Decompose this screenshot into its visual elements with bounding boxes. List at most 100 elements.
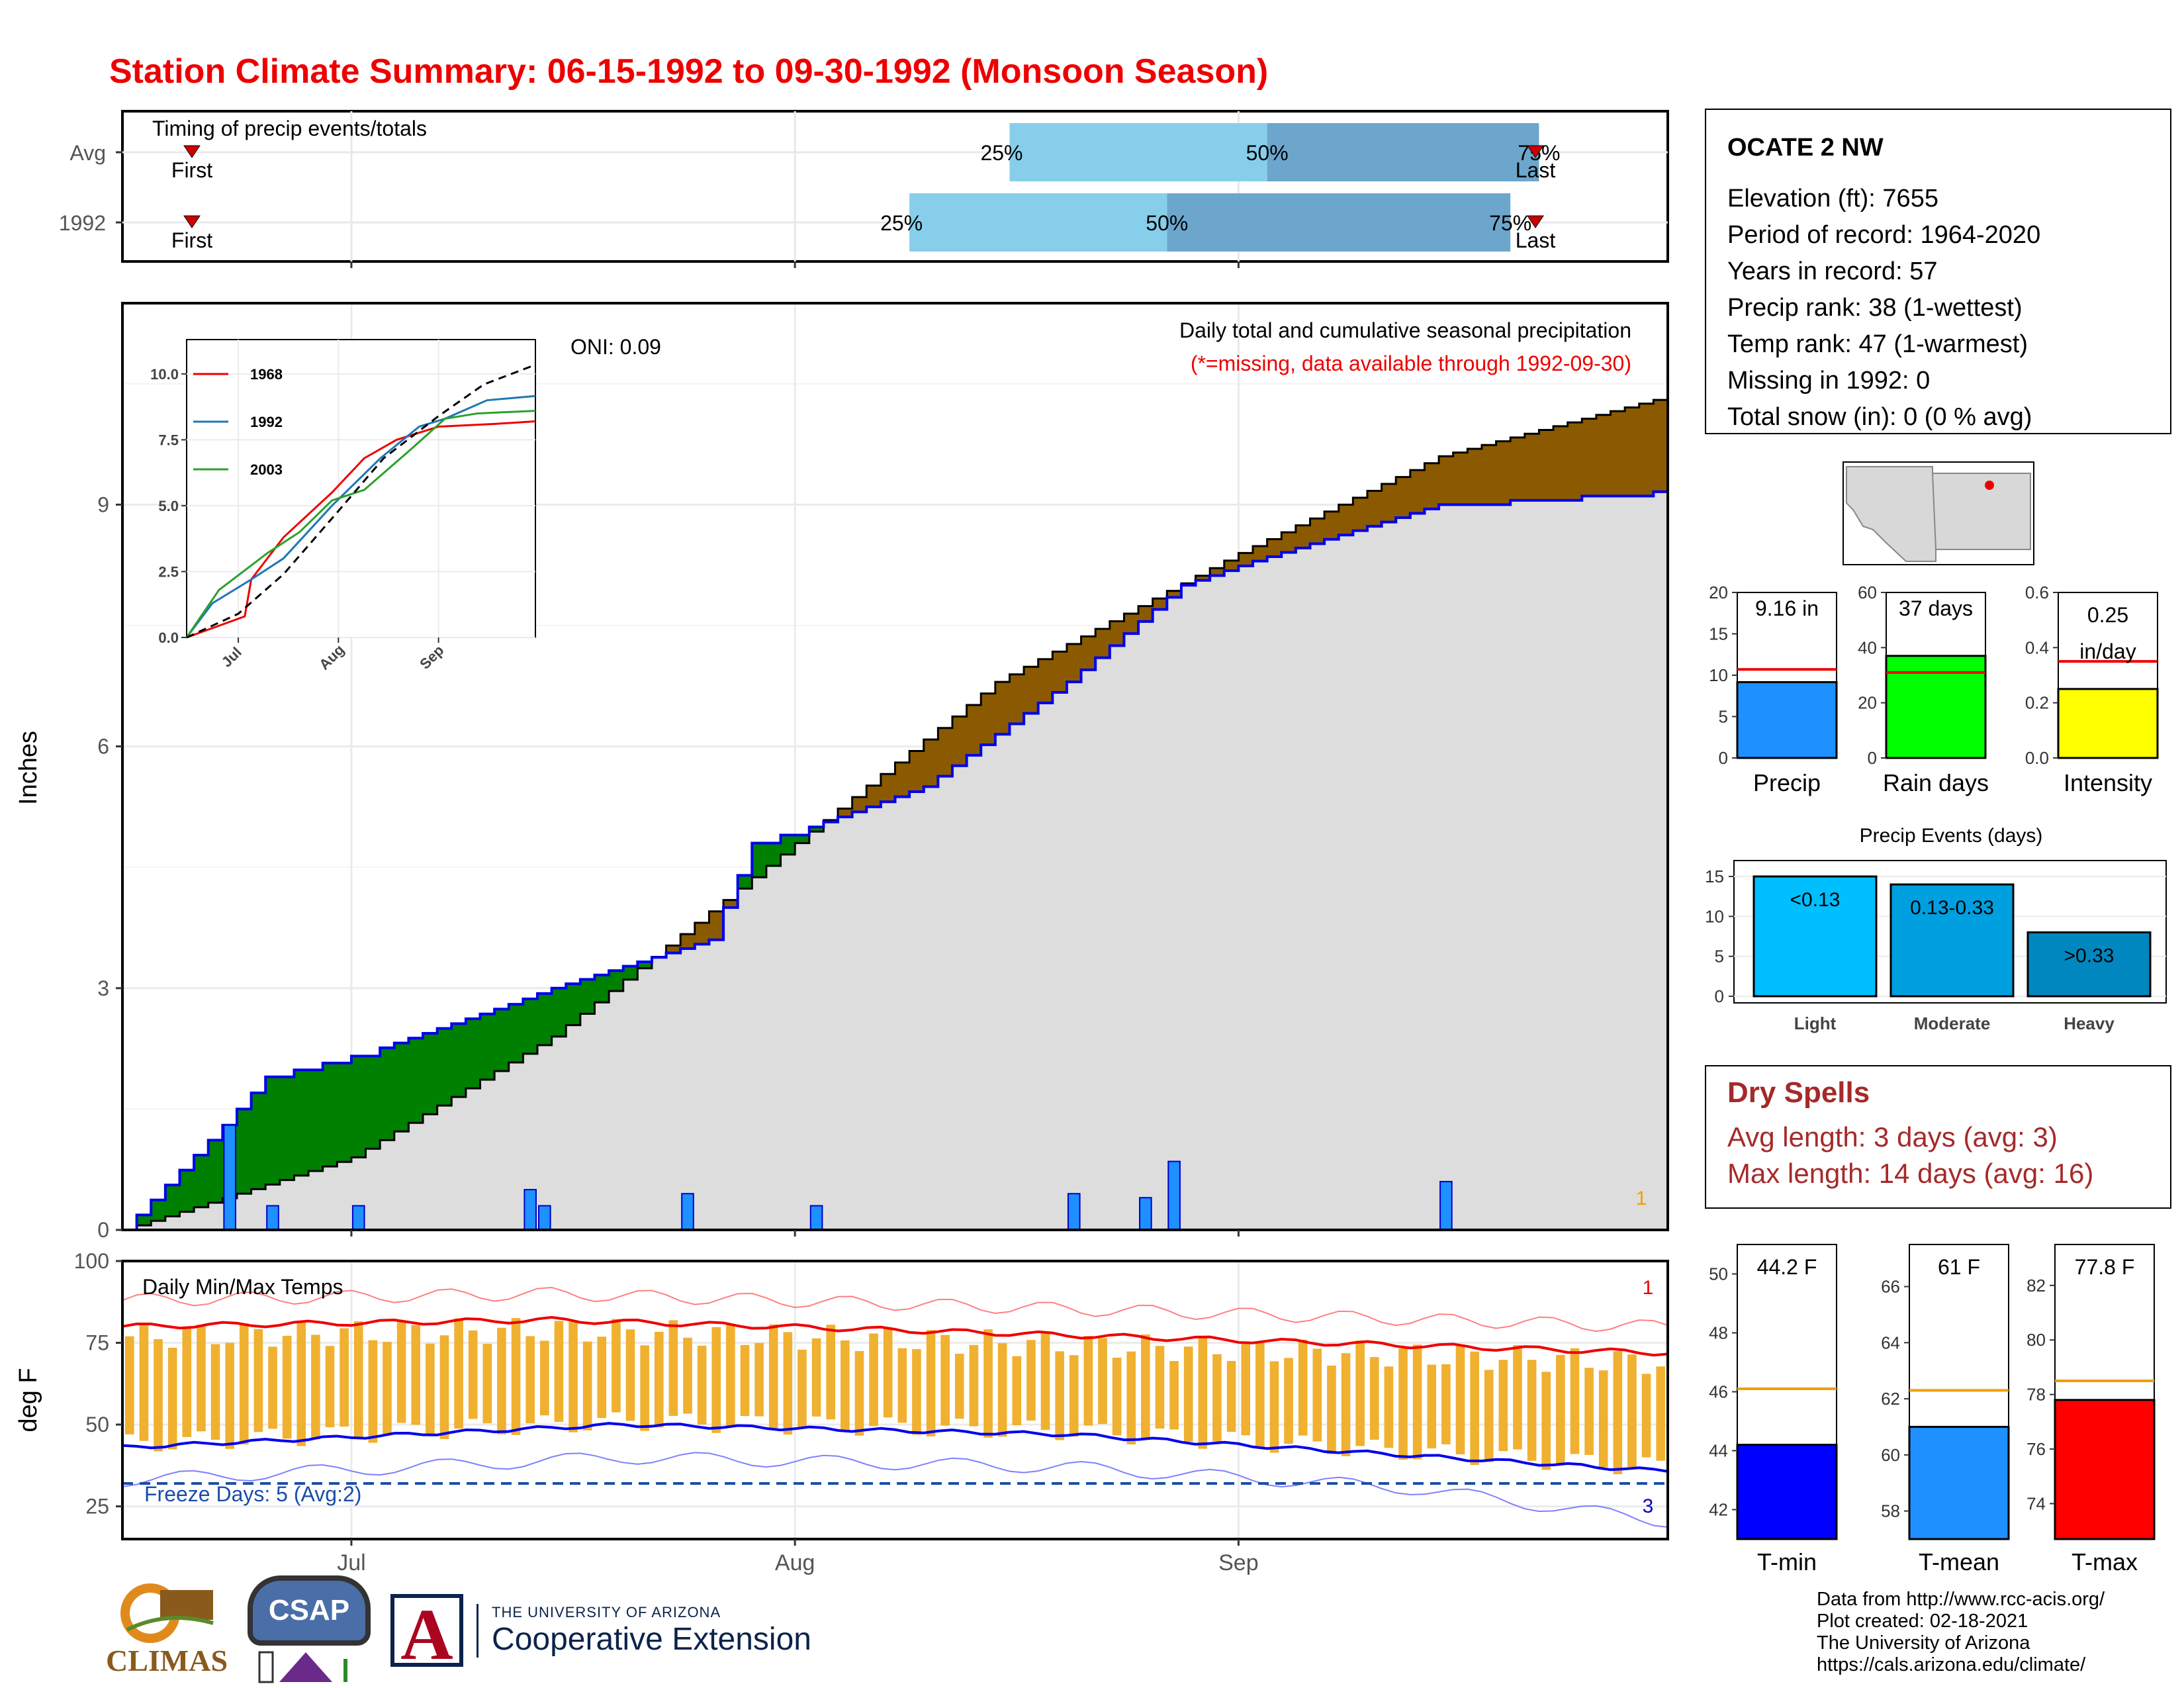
daily-temp-bar — [1641, 1374, 1651, 1458]
y-tick-label: 25 — [85, 1495, 109, 1519]
temp-summary-y-tick: 82 — [2026, 1276, 2046, 1295]
surplus-area — [136, 1215, 152, 1226]
daily-temp-bar — [1498, 1360, 1508, 1452]
daily-temp-bar — [640, 1345, 649, 1431]
climas-logo: CLIMAS — [106, 1583, 228, 1678]
deficit-area — [938, 727, 953, 776]
daily-temp-bar — [1183, 1346, 1193, 1442]
deficit-area — [1553, 426, 1569, 500]
summary-y-tick: 0 — [1868, 748, 1877, 768]
daily-temp-bar — [1312, 1348, 1322, 1442]
quartile-bar-50-75 — [1167, 193, 1511, 252]
deficit-area — [995, 682, 1010, 735]
summary-value-text: 37 days — [1899, 596, 1973, 620]
deficit-area — [1524, 434, 1539, 500]
daily-temp-bar — [368, 1340, 378, 1443]
footer-credits: Data from http://www.rcc-acis.org/ Plot … — [1817, 1589, 2105, 1675]
daily-temp-bar — [726, 1325, 735, 1427]
timing-bars: 25% 50% 75% First Last 25% 50% 75% First Last — [171, 123, 1560, 252]
daily-temp-bar — [325, 1346, 335, 1428]
event-bar — [2026, 931, 2152, 998]
event-bar-label: >0.33 — [2064, 945, 2115, 966]
locator-map — [1843, 461, 2034, 565]
deficit-area — [866, 785, 882, 807]
daily-temp-bar — [883, 1328, 893, 1418]
daily-temp-bar — [597, 1336, 607, 1419]
station-name: OCATE 2 NW — [1727, 134, 1884, 162]
deficit-area — [1281, 532, 1297, 553]
deficit-area — [1038, 659, 1053, 703]
temp-summary-y-tick: 62 — [1881, 1389, 1900, 1409]
y-tick-label: 100 — [74, 1249, 109, 1273]
summary-y-tick: 20 — [1709, 583, 1728, 602]
inset-y-tick: 10.0 — [150, 366, 179, 383]
precip-events: Precip Events (days) 0 5 10 15 <0.13 Light 0.1… — [1705, 825, 2167, 1033]
y-tick-label: 0 — [97, 1218, 109, 1242]
deficit-area — [1052, 651, 1068, 692]
daily-temp-bar — [497, 1327, 506, 1434]
daily-temp-bar — [1284, 1358, 1293, 1444]
surplus-area — [408, 1038, 424, 1123]
temp-summary-value: 44.2 F — [1757, 1255, 1817, 1279]
daily-temp-bar — [1598, 1370, 1608, 1468]
temp-yticks: 25 50 75 100 — [74, 1249, 122, 1519]
observed-cumulative-line — [122, 490, 1668, 1231]
daily-temp-bar — [1341, 1353, 1351, 1456]
inset-y-tick: 5.0 — [158, 498, 179, 514]
daily-temp-bar — [1369, 1357, 1379, 1440]
daily-temp-bar — [139, 1323, 149, 1441]
deficit-area — [1152, 598, 1167, 610]
deficit-area — [1238, 553, 1253, 566]
precip-corner-note: 1 — [1636, 1188, 1647, 1209]
daily-temp-bar — [182, 1329, 192, 1437]
summary-y-tick: 0.2 — [2025, 693, 2049, 713]
timing-label: Timing of precip events/totals — [152, 117, 427, 140]
deficit-area — [895, 762, 910, 797]
daily-temp-bar — [797, 1349, 807, 1427]
daily-temp-bar — [1226, 1360, 1236, 1432]
temp-xticks: Jul Aug Sep — [337, 1539, 1259, 1575]
event-bar-label: 0.13-0.33 — [1910, 897, 1994, 919]
temp-summary-y-tick: 42 — [1709, 1500, 1728, 1520]
station-line: Period of record: 1964-2020 — [1727, 221, 2040, 249]
first-event-marker — [183, 215, 201, 228]
daily-temp-bar — [854, 1350, 864, 1436]
deficit-area — [852, 797, 867, 812]
temp-panel: 25 50 75 100 Jul Aug Sep deg F Daily Min/Max … — [15, 1249, 1669, 1575]
temp-summary-y-tick: 50 — [1709, 1264, 1728, 1284]
temp-summary-y-tick: 66 — [1881, 1277, 1900, 1297]
deficit-area — [1496, 441, 1511, 505]
daily-temp-bar — [1470, 1351, 1479, 1466]
csap-logo: CSAP — [248, 1575, 371, 1685]
temp-frame — [122, 1261, 1668, 1539]
first-event-marker — [183, 145, 201, 158]
daily-temp-bar — [654, 1331, 664, 1428]
events-y-tick: 10 — [1705, 906, 1724, 926]
surplus-area — [165, 1185, 180, 1217]
summary-value-bar — [1736, 681, 1838, 759]
temp-ylabel: deg F — [15, 1368, 42, 1432]
inset-y-tick: 7.5 — [158, 432, 179, 448]
temp-summary-y-tick: 60 — [1881, 1445, 1900, 1465]
temp-summary-label: T-max — [2071, 1548, 2138, 1575]
daily-temp-bar — [1513, 1344, 1522, 1450]
daily-precip-bar — [266, 1205, 279, 1231]
events-content: 0 5 10 15 <0.13 Light 0.13-0.33 Moderate >0.33 He… — [1705, 867, 2166, 1033]
daily-temp-bar — [811, 1338, 821, 1417]
deficit-area — [1467, 448, 1482, 505]
surplus-area — [523, 999, 538, 1054]
daily-temp-bar — [1169, 1361, 1179, 1430]
temp-summary-value: 77.8 F — [2075, 1255, 2135, 1279]
station-line: Total snow (in): 0 (0 % avg) — [1727, 403, 2032, 431]
daily-temp-bar — [997, 1343, 1007, 1437]
page-title: Station Climate Summary: 06-15-1992 to 0… — [109, 52, 1268, 91]
surplus-area — [609, 970, 624, 992]
oni-label: ONI: 0.09 — [570, 335, 661, 359]
daily-temp-bar — [167, 1347, 177, 1450]
deficit-area — [1639, 403, 1654, 496]
daily-temp-bar — [983, 1329, 993, 1438]
temp-summary-y-tick: 64 — [1881, 1333, 1900, 1352]
temp-summary-label: T-mean — [1919, 1548, 1999, 1575]
footer-line: https://cals.arizona.edu/climate/ — [1817, 1654, 2086, 1675]
daily-temp-bar — [826, 1325, 836, 1420]
